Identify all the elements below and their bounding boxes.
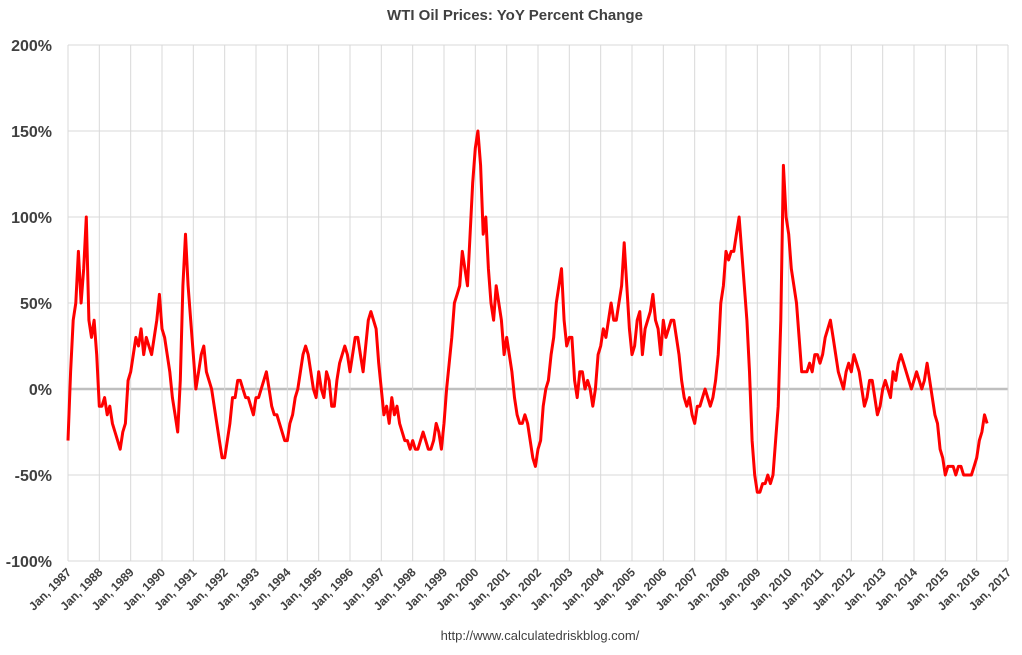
chart-title: WTI Oil Prices: YoY Percent Change [387, 7, 643, 24]
source: http://www.calculatedriskblog.com/ [441, 628, 640, 643]
y-tick-label: 100% [11, 210, 52, 227]
y-tick-label: 50% [20, 296, 52, 313]
y-tick-label: 200% [11, 38, 52, 55]
data-line [66, 129, 989, 494]
y-tick-label: -50% [15, 468, 52, 485]
y-tick-label: 150% [11, 124, 52, 141]
y-tick-label: 0% [29, 382, 52, 399]
y-tick-label: -100% [6, 554, 52, 571]
